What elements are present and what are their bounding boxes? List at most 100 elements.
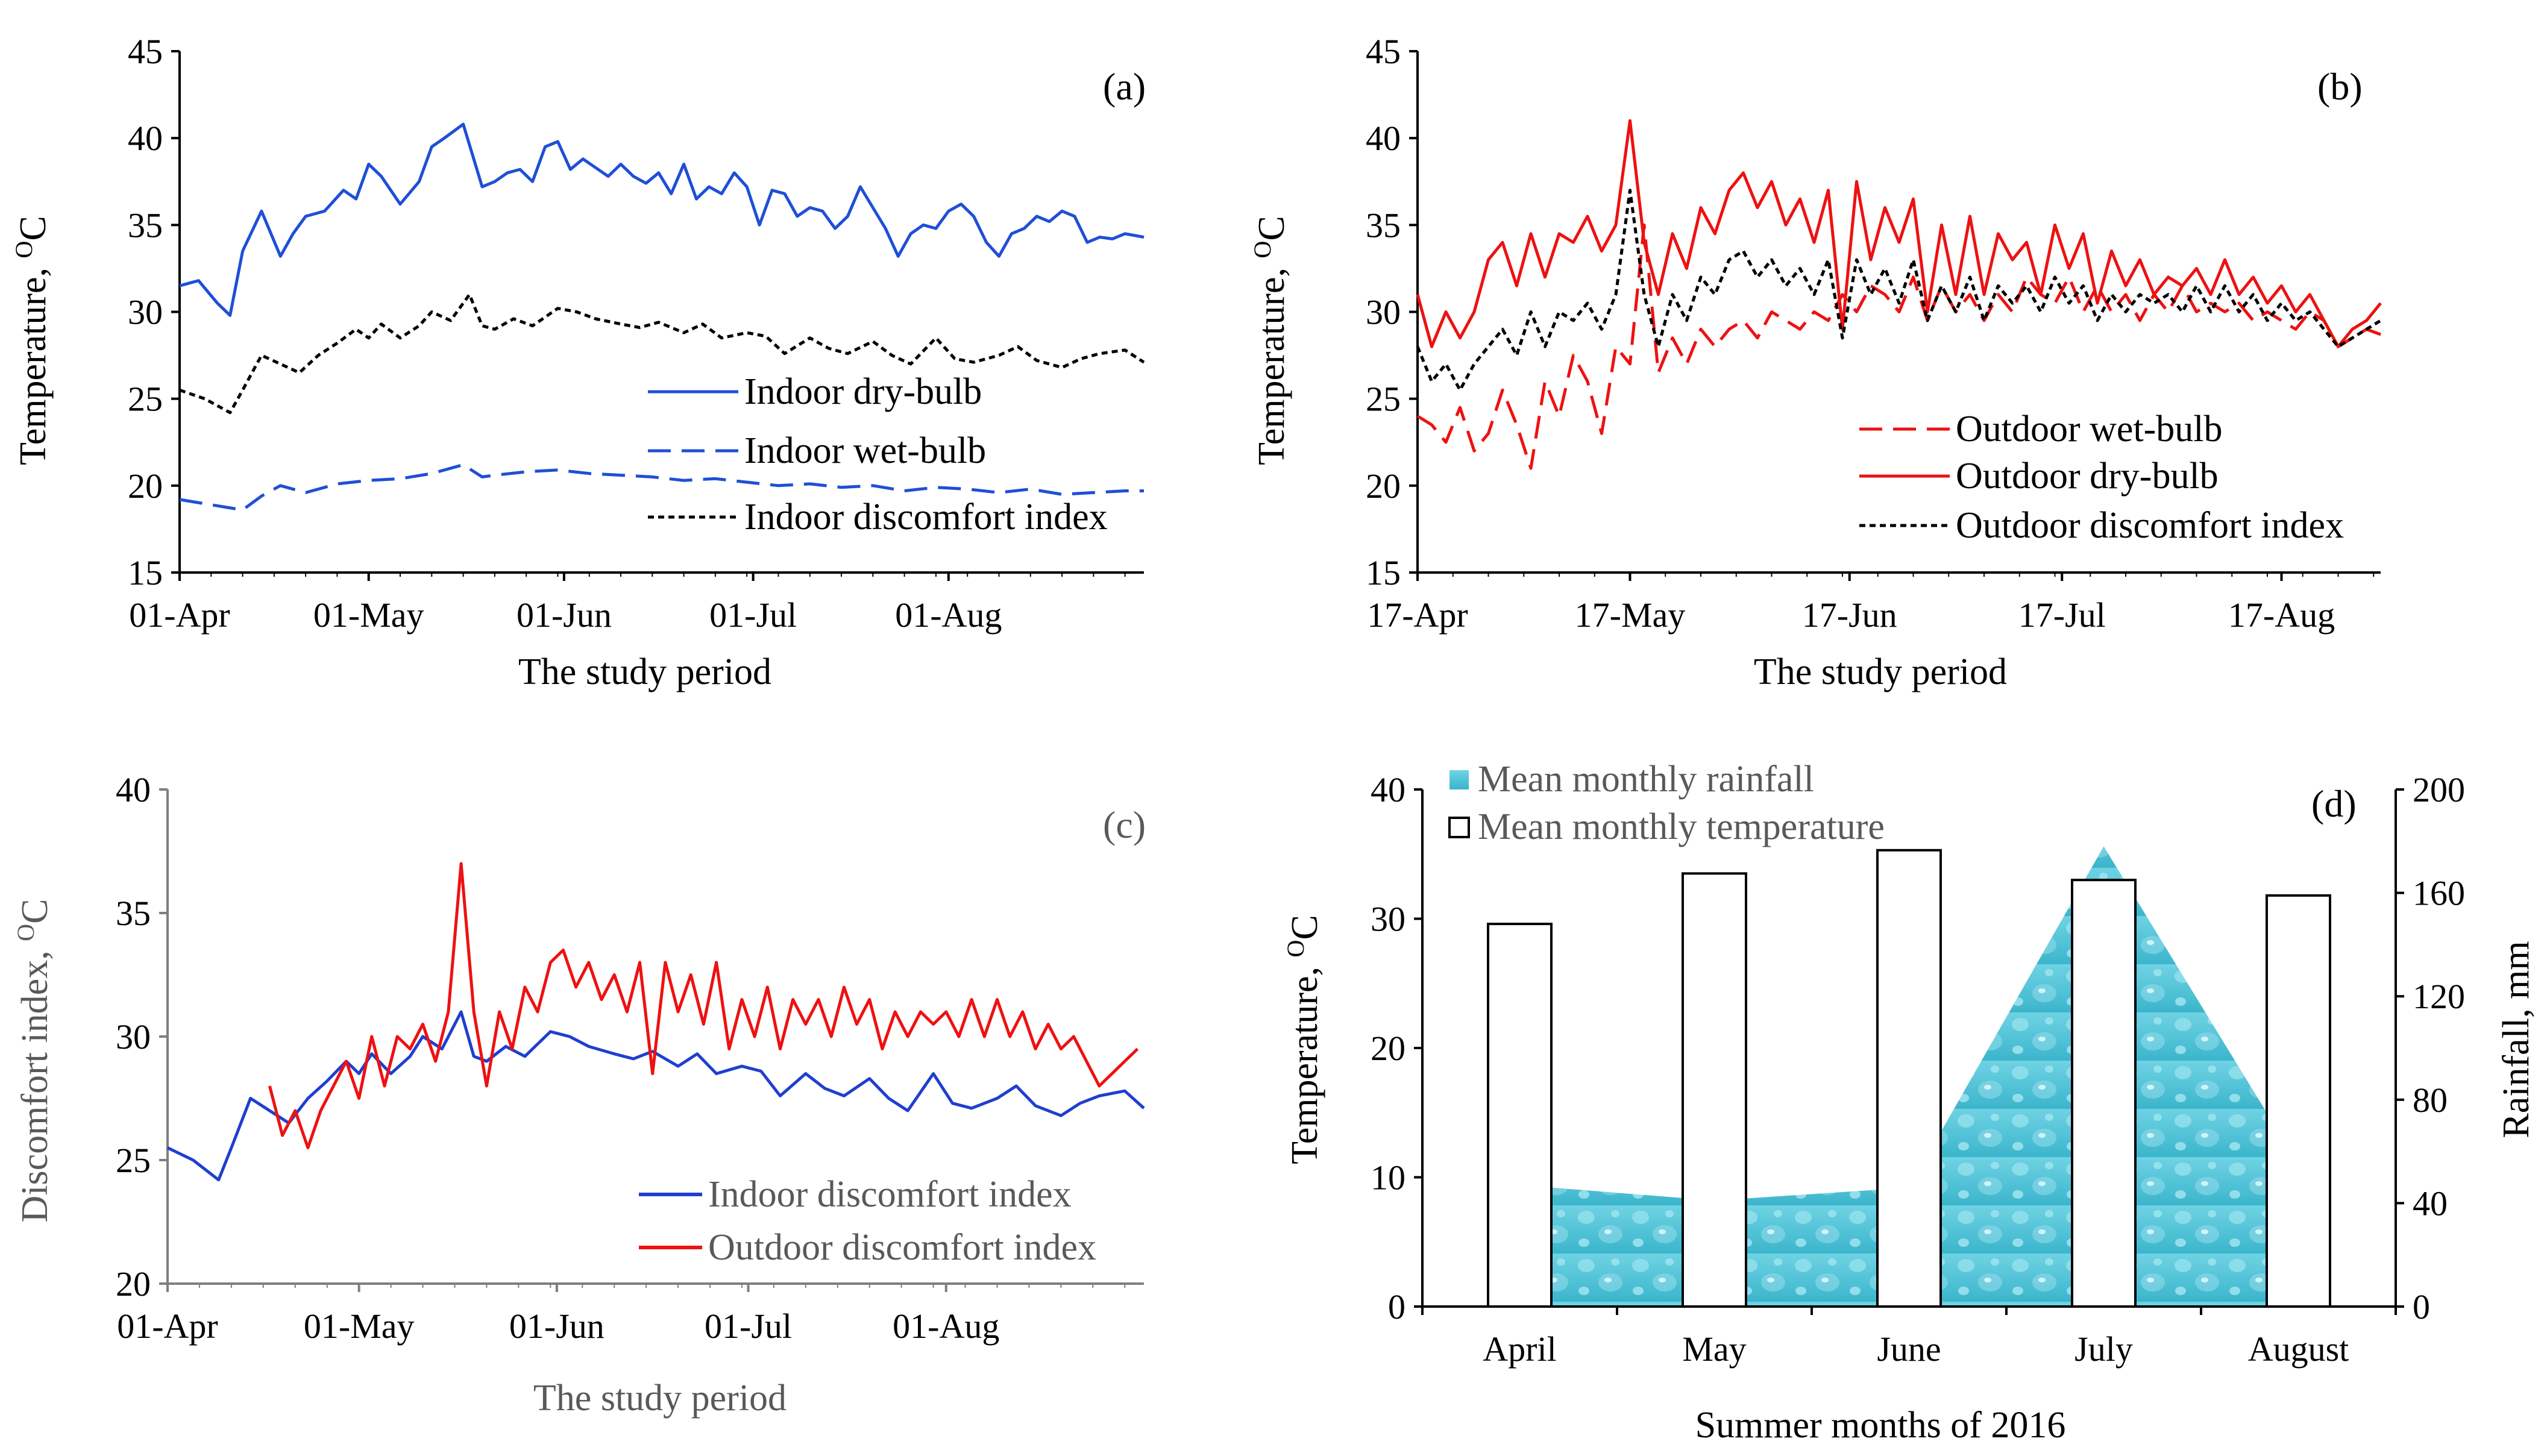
panel-b-ylabel-unit: C <box>1251 216 1292 240</box>
legend-label-outdoor-dry-bulb: Outdoor dry-bulb <box>1956 456 2219 497</box>
panel-b-legend: Outdoor wet-bulb Outdoor dry-bulb Outdoo… <box>1859 409 2344 546</box>
panel-b-xtick-label: 17-Apr <box>1367 595 1468 635</box>
panel-d-chart: 0 10 20 30 40 0 40 80 120 160 200 April May June July A… <box>1282 759 2537 1446</box>
panel-b-ylabel-sup: O <box>1249 241 1276 259</box>
panel-c-ylabel-unit: C <box>14 899 55 924</box>
temperature-bar <box>2071 879 2137 1308</box>
legend-label-indoor-dry-bulb: Indoor dry-bulb <box>744 371 982 412</box>
panel-c-series <box>166 862 1145 1182</box>
panel-d-ytick-label: 20 <box>1371 1029 1405 1068</box>
panel-c-ytick-label: 35 <box>116 894 151 933</box>
panel-b-ylabel: Temperature, OC <box>1249 216 1292 465</box>
panel-b-xtick-label: 17-Aug <box>2228 595 2335 635</box>
panel-d-ytick-label: 10 <box>1371 1158 1405 1197</box>
panel-d-y2tick-label: 40 <box>2413 1184 2448 1223</box>
panel-c-ytick-label: 30 <box>116 1017 151 1056</box>
panel-b-xtick-label: 17-Jun <box>1802 595 1897 635</box>
panel-c-axes: 20 25 30 35 40 01-Apr 01-May 01-Jun 01-Jul 01-Aug <box>116 770 1144 1346</box>
panel-d-bars <box>1487 849 2331 1308</box>
panel-b-ytick-label: 45 <box>1366 32 1401 71</box>
series-outdoor-wet-bulb <box>1416 223 2381 470</box>
panel-c-xtick-label: 01-Aug <box>893 1307 999 1346</box>
panel-d-legend: Mean monthly rainfall Mean monthly tempe… <box>1448 759 1885 847</box>
series-indoor-discomfort-index <box>166 1010 1145 1182</box>
panel-b-tag: (b) <box>2317 65 2363 108</box>
legend-label-indoor-wet-bulb: Indoor wet-bulb <box>744 430 986 471</box>
panel-c-tag: (c) <box>1103 803 1146 846</box>
panel-c-xtick-label: 01-May <box>304 1307 415 1346</box>
temperature-bar <box>1876 849 1942 1308</box>
panel-a-axes: 15 20 25 30 35 40 45 01-Apr 01-May 01-Jun 01-Jul 01… <box>128 32 1144 635</box>
series-outdoor-discomfort-index <box>1416 189 2382 392</box>
panel-a-ytick-label: 30 <box>128 293 163 332</box>
panel-a-xtick-label: 01-Aug <box>895 595 1002 635</box>
panel-a-ytick-label: 20 <box>128 466 163 506</box>
panel-c-ytick-label: 20 <box>116 1264 151 1304</box>
panel-c-ylabel-text: Discomfort index, <box>14 941 55 1223</box>
panel-d-category-label: May <box>1682 1329 1746 1369</box>
panel-b-ylabel-text: Temperature, <box>1251 258 1292 465</box>
panel-a-ylabel: Temperature, OC <box>10 216 54 465</box>
panel-a-ytick-label: 15 <box>128 553 163 592</box>
panel-c-chart: 20 25 30 35 40 01-Apr 01-May 01-Jun 01-Jul 01-Aug… <box>12 770 1146 1419</box>
legend-label-rainfall: Mean monthly rainfall <box>1478 759 1814 800</box>
panel-a-ylabel-sup: O <box>10 241 37 259</box>
panel-d-ytick-label: 30 <box>1371 900 1405 939</box>
panel-b-ytick-label: 35 <box>1366 206 1401 245</box>
panel-b-axes: 15 20 25 30 35 40 45 17-Apr 17-May 17-Jun 17-Jul 17… <box>1366 32 2381 635</box>
panel-b-chart: 15 20 25 30 35 40 45 17-Apr 17-May 17-Jun 17-Jul 17… <box>1249 32 2382 692</box>
panel-a-xlabel: The study period <box>518 651 771 692</box>
legend-label-outdoor-discomfort-index: Outdoor discomfort index <box>1956 505 2344 546</box>
panel-c-xtick-label: 01-Jun <box>509 1307 605 1346</box>
panel-b-ytick-label: 30 <box>1366 293 1401 332</box>
panel-d-ytick-label: 40 <box>1371 770 1405 809</box>
legend-swatch-rainfall <box>1449 770 1469 789</box>
panel-a-chart: 15 20 25 30 35 40 45 01-Apr 01-May 01-Jun 01-Jul 01… <box>10 32 1146 692</box>
panel-a-xtick-label: 01-Jun <box>517 595 612 635</box>
panel-a-ytick-label: 40 <box>128 119 163 158</box>
panel-d-axes: 0 10 20 30 40 0 40 80 120 160 200 April May June July A… <box>1371 770 2465 1369</box>
panel-d-ylabel-text: Temperature, <box>1284 957 1325 1164</box>
panel-c-ylabel-sup: O <box>12 924 39 941</box>
panel-d-y2tick-label: 80 <box>2413 1081 2448 1120</box>
panel-a-ylabel-unit: C <box>13 216 54 240</box>
panel-a-legend: Indoor dry-bulb Indoor wet-bulb Indoor d… <box>648 371 1108 538</box>
panel-b-series <box>1416 119 2382 470</box>
panel-a-ylabel-text: Temperature, <box>13 258 54 465</box>
panel-c-ytick-label: 40 <box>116 770 151 809</box>
panel-d-xlabel: Summer months of 2016 <box>1695 1405 2066 1446</box>
panel-b-xtick-label: 17-Jul <box>2018 595 2106 635</box>
panel-a-ytick-label: 25 <box>128 380 163 419</box>
panel-d-category-label: August <box>2248 1329 2349 1369</box>
legend-label-c-outdoor: Outdoor discomfort index <box>708 1227 1096 1268</box>
temperature-bar <box>2266 894 2331 1308</box>
panel-d-ylabel-unit: C <box>1284 915 1325 940</box>
series-outdoor-dry-bulb <box>1416 119 2382 348</box>
panel-d-ylabel-sup: O <box>1282 940 1309 958</box>
panel-b-ytick-label: 20 <box>1366 466 1401 506</box>
panel-d-ylabel: Temperature, OC <box>1282 915 1325 1164</box>
panel-c-xtick-label: 01-Jul <box>705 1307 792 1346</box>
panel-a-xtick-label: 01-May <box>313 595 424 635</box>
panel-d-y2tick-label: 120 <box>2413 977 2465 1016</box>
panel-a-ytick-label: 45 <box>128 32 163 71</box>
panel-b-xtick-label: 17-May <box>1575 595 1686 635</box>
panel-d-y2label: Rainfall, mm <box>2496 941 2537 1138</box>
panel-c-ylabel: Discomfort index, OC <box>12 899 55 1223</box>
series-indoor-discomfort-index <box>179 293 1145 415</box>
legend-label-outdoor-wet-bulb: Outdoor wet-bulb <box>1956 409 2223 450</box>
temperature-bar <box>1682 872 1747 1308</box>
panel-a-xtick-label: 01-Jul <box>709 595 797 635</box>
series-indoor-dry-bulb <box>179 122 1145 317</box>
panel-c-xtick-label: 01-Apr <box>117 1307 218 1346</box>
panel-a-xtick-label: 01-Apr <box>129 595 230 635</box>
panel-c-ytick-label: 25 <box>116 1141 151 1180</box>
panel-d-ytick-label: 0 <box>1388 1287 1405 1326</box>
panel-d-tag: (d) <box>2311 782 2357 825</box>
panel-c-xlabel: The study period <box>533 1378 787 1419</box>
legend-label-c-indoor: Indoor discomfort index <box>708 1174 1072 1215</box>
legend-label-temperature: Mean monthly temperature <box>1478 806 1885 847</box>
panel-d-y2tick-label: 0 <box>2413 1287 2430 1326</box>
panel-d-y2tick-label: 160 <box>2413 874 2465 913</box>
